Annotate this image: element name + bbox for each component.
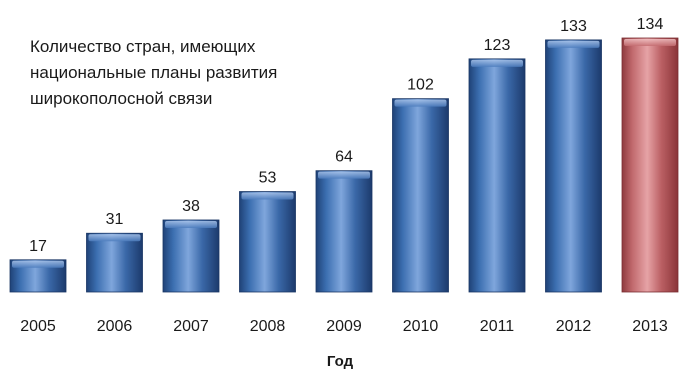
bar-2007 (162, 219, 220, 293)
bar-cap-2013 (624, 39, 676, 46)
bar-2009 (315, 170, 373, 293)
tick-label-2013: 2013 (632, 318, 668, 335)
tick-label-2011: 2011 (480, 318, 515, 335)
tick-label-2008: 2008 (250, 318, 286, 335)
tick-label-2006: 2006 (97, 318, 133, 335)
tick-label-2009: 2009 (326, 318, 362, 335)
bar-cap-2005 (12, 260, 64, 268)
chart-title-line-2: национальные планы развития (30, 63, 277, 82)
bar-cap-2007 (165, 220, 217, 228)
tick-label-2005: 2005 (20, 318, 56, 335)
tick-label-2010: 2010 (403, 318, 439, 335)
bar-cap-2009 (318, 171, 370, 179)
bar-body-2012 (545, 39, 602, 293)
chart-title-line-1: Количество стран, имеющих (30, 37, 256, 56)
value-label-2009: 64 (335, 149, 353, 166)
bar-2005 (9, 259, 67, 293)
value-label-2010: 102 (407, 77, 434, 94)
value-label-2013: 134 (637, 16, 664, 33)
x-axis-tick-labels: 2005 2006 2007 2008 2009 2010 2011 2012 2013 (20, 318, 668, 335)
bar-body-2010 (392, 98, 449, 293)
x-axis-title: Год (327, 353, 354, 370)
bar-cap-2006 (88, 234, 141, 242)
bar-body-2009 (315, 170, 373, 293)
value-labels: 17 31 38 53 64 102 123 133 134 (29, 16, 663, 255)
value-label-2008: 53 (259, 170, 277, 187)
bar-cap-2010 (394, 99, 447, 107)
tick-label-2007: 2007 (173, 318, 209, 335)
bar-body-2006 (86, 232, 143, 293)
bar-cap-2011 (471, 59, 523, 67)
chart-title-line-3: широкополосной связи (30, 89, 212, 108)
bar-2012 (545, 39, 602, 293)
value-label-2006: 31 (106, 211, 124, 228)
value-label-2011: 123 (484, 37, 511, 54)
value-label-2007: 38 (182, 198, 200, 215)
value-label-2005: 17 (29, 238, 47, 255)
bar-body-2008 (239, 191, 296, 293)
bar-2010 (392, 98, 449, 293)
bar-2006 (86, 232, 143, 293)
chart-title: Количество стран, имеющих национальные п… (30, 37, 277, 108)
bar-2011 (468, 58, 526, 293)
bar-body-2007 (162, 219, 220, 293)
value-label-2012: 133 (560, 18, 587, 35)
bar-body-2011 (468, 58, 526, 293)
bar-2013 (621, 37, 679, 293)
tick-label-2012: 2012 (556, 318, 592, 335)
bar-cap-2012 (547, 40, 600, 48)
bars (9, 37, 679, 293)
bar-body-2013 (621, 37, 679, 293)
bar-2008 (239, 191, 296, 293)
bar-cap-2008 (241, 192, 294, 200)
